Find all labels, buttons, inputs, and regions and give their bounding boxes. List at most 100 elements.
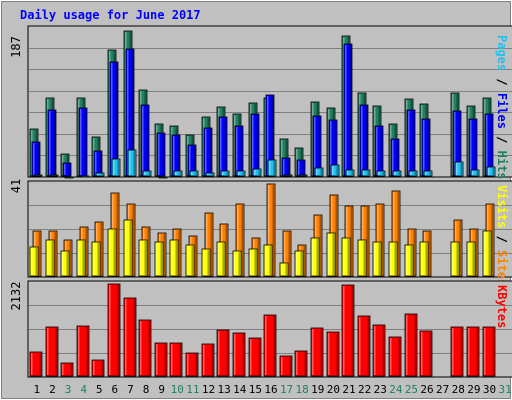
bottom-panel-kbytes-bar-highlight <box>218 331 220 375</box>
bottom-panel-kbytes-bar <box>232 332 246 377</box>
bottom-panel-kbytes-bar-shadow <box>382 326 384 375</box>
top-panel-pages-bar-highlight <box>456 163 458 175</box>
middle-panel-visits-bar <box>107 228 117 277</box>
middle-panel-visits-bar-shadow <box>316 239 318 275</box>
middle-panel-sites-bar-highlight <box>268 185 270 275</box>
top-panel-pages-bar-shadow <box>101 174 103 175</box>
middle-panel-visits-bar-highlight <box>452 243 454 275</box>
middle-panel-visits-bar-highlight <box>125 221 127 275</box>
middle-panel-visits-bar-shadow <box>51 241 53 275</box>
middle-panel-visits-bar <box>248 248 258 277</box>
middle-panel-sites-bar-shadow <box>428 232 430 275</box>
middle-panel-sites-bar-shadow <box>116 194 118 275</box>
legend-label: / <box>495 129 509 151</box>
x-tick-label: 3 <box>65 383 72 396</box>
top-panel-files-bar-highlight <box>33 143 35 175</box>
middle-panel-visits-bar-shadow <box>425 243 427 275</box>
middle-panel-sites-bar-shadow <box>288 232 290 275</box>
middle-panel-visits-bar <box>216 241 226 277</box>
top-panel-files-bar-highlight <box>376 127 378 175</box>
bottom-panel-kbytes-bar <box>123 297 137 377</box>
bottom-panel-kbytes-bar-highlight <box>452 328 454 375</box>
bottom-panel-kbytes-bar <box>107 283 121 377</box>
legend-label: KBytes <box>495 285 509 328</box>
top-panel-pages-bar-highlight <box>347 171 349 175</box>
middle-panel-visits-bar-highlight <box>312 239 314 275</box>
top-panel-files-bar-highlight <box>95 152 97 175</box>
middle-panel-visits-bar-shadow <box>378 243 380 275</box>
top-panel-hits-bar-shadow <box>285 140 287 175</box>
middle-panel-sites-bar-shadow <box>335 196 337 275</box>
middle-panel-sites-bar-shadow <box>272 185 274 275</box>
bottom-panel-kbytes-bar-highlight <box>78 327 80 375</box>
top-panel-pages-bar-shadow <box>414 172 416 175</box>
top-panel-pages-bar <box>252 168 262 177</box>
top-panel-pages-bar <box>142 170 152 177</box>
bottom-panel-kbytes-bar-shadow <box>336 333 338 375</box>
bottom-panel-kbytes-bar-highlight <box>296 352 298 375</box>
legend-label: Files <box>495 93 509 129</box>
middle-panel-sites-bar-shadow <box>303 246 305 275</box>
bottom-panel-kbytes-bar-highlight <box>47 328 49 375</box>
x-tick-label: 7 <box>127 383 134 396</box>
middle-panel-visits-bar-highlight <box>203 250 205 275</box>
top-panel-pages-bar-shadow <box>320 169 322 175</box>
bottom-panel-kbytes-bar-shadow <box>55 328 57 375</box>
bottom-panel-max-label: 2132 <box>9 282 23 311</box>
bottom-panel-kbytes-bar <box>372 324 386 377</box>
bottom-panel-kbytes-bar-highlight <box>343 286 345 375</box>
top-panel-files-bar-highlight <box>423 120 425 175</box>
top-panel-pages-bar-highlight <box>238 172 240 175</box>
middle-panel-visits-bar-shadow <box>472 243 474 275</box>
bottom-panel-kbytes-bar <box>404 313 418 377</box>
top-panel-pages-bar-highlight <box>332 166 334 175</box>
bottom-panel-kbytes-bar-shadow <box>148 321 150 375</box>
top-panel-pages-bar-highlight <box>488 168 490 175</box>
top-panel-files-bar-shadow <box>380 127 382 175</box>
bottom-panel-kbytes-bar-shadow <box>226 331 228 375</box>
bottom-panel-kbytes-bar <box>279 355 293 377</box>
bottom-panel-kbytes-bar <box>216 329 230 377</box>
top-panel-pages-bar-shadow <box>179 172 181 175</box>
middle-panel-visits-bar-shadow <box>488 232 490 275</box>
bottom-panel-kbytes-bar <box>169 342 183 377</box>
x-tick-label: 5 <box>96 383 103 396</box>
middle-panel-visits-bar-highlight <box>187 246 189 275</box>
x-tick-label: 21 <box>342 383 355 396</box>
middle-panel-visits-bar-shadow <box>35 248 37 275</box>
middle-panel-visits-bar-highlight <box>484 232 486 275</box>
bottom-panel-kbytes-bar-shadow <box>304 352 306 375</box>
middle-panel-visits-bar-highlight <box>47 241 49 275</box>
middle-panel-visits-bar-highlight <box>78 241 80 275</box>
bottom-panel-kbytes-bar <box>185 352 199 377</box>
middle-panel-sites-bar-shadow <box>100 223 102 275</box>
x-tick-label: 22 <box>358 383 371 396</box>
bottom-panel-kbytes-bar <box>154 342 168 377</box>
top-panel-files-bar-highlight <box>454 112 456 175</box>
top-panel-files-bar-highlight <box>189 146 191 175</box>
middle-panel-visits-bar-shadow <box>207 250 209 275</box>
x-tick-label: 20 <box>327 383 340 396</box>
bottom-panel-kbytes-bar-highlight <box>31 353 33 375</box>
top-panel-pages-bar-highlight <box>129 151 131 175</box>
top-panel-pages-bar <box>173 170 183 177</box>
top-panel-pages-bar-highlight <box>425 172 427 175</box>
bottom-panel-kbytes-bar-highlight <box>468 328 470 375</box>
x-tick-label: 12 <box>202 383 215 396</box>
middle-panel-visits-bar <box>326 232 336 277</box>
bottom-panel-kbytes-bar <box>310 327 324 377</box>
legend-label: Visits <box>495 185 509 228</box>
middle-panel-legend: Visits / Sites <box>495 185 509 286</box>
middle-panel-sites-bar-shadow <box>54 232 56 275</box>
middle-panel-sites-bar-shadow <box>38 232 40 275</box>
top-panel-files-bar-shadow <box>193 146 195 175</box>
top-panel-pages-bar <box>298 174 308 177</box>
legend-label: / <box>495 228 509 250</box>
middle-panel-sites-bar-shadow <box>366 207 368 275</box>
top-panel-pages-bar <box>423 170 433 177</box>
top-panel-files-bar-shadow <box>474 120 476 175</box>
middle-panel-visits-bar-shadow <box>175 241 177 275</box>
bottom-panel-kbytes-bar-shadow <box>179 344 181 375</box>
top-panel-files-bar-highlight <box>236 127 238 175</box>
top-panel-files-bar-shadow <box>318 117 320 175</box>
